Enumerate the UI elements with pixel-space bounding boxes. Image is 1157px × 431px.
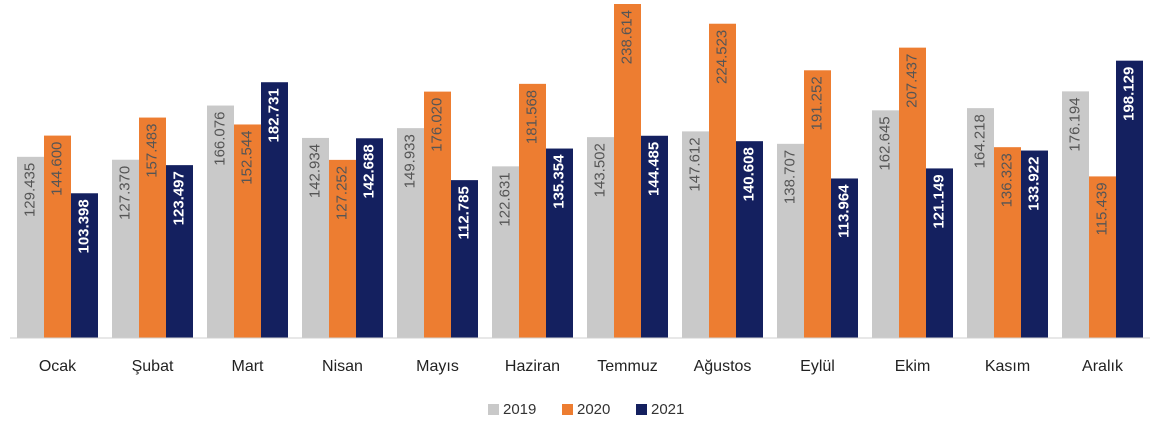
value-label: 140.608 <box>740 147 757 201</box>
value-label: 127.370 <box>116 166 133 220</box>
value-label: 112.785 <box>455 186 472 239</box>
bar <box>587 137 614 338</box>
bar <box>926 168 953 338</box>
bar <box>451 180 478 338</box>
x-tick-label: Temmuz <box>597 358 657 375</box>
x-tick-label: Şubat <box>132 358 174 375</box>
value-label: 122.631 <box>496 172 513 226</box>
bar <box>682 131 709 338</box>
bar <box>994 147 1021 338</box>
x-tick-label: Ağustos <box>694 358 752 375</box>
value-label: 191.252 <box>808 76 825 130</box>
value-label: 182.731 <box>265 88 282 142</box>
bar <box>71 193 98 338</box>
bar <box>1089 176 1116 338</box>
value-label: 123.497 <box>170 171 187 225</box>
x-tick-label: Haziran <box>505 358 560 375</box>
bar <box>777 143 804 338</box>
value-label: 224.523 <box>713 30 730 84</box>
bar <box>234 124 261 338</box>
legend-label: 2020 <box>577 401 610 418</box>
bar <box>424 91 451 338</box>
value-label: 121.149 <box>930 174 947 228</box>
value-label: 176.020 <box>428 98 445 152</box>
value-label: 129.435 <box>21 163 38 217</box>
bar <box>302 137 329 338</box>
value-label: 157.483 <box>143 124 160 178</box>
bar <box>139 117 166 338</box>
value-label: 164.218 <box>971 114 988 168</box>
bar <box>261 82 288 338</box>
bar <box>899 47 926 338</box>
bar <box>831 178 858 338</box>
bar <box>112 159 139 338</box>
value-label: 238.614 <box>618 10 635 64</box>
bar <box>736 141 763 338</box>
x-tick-label: Mart <box>232 358 265 375</box>
bar <box>1062 91 1089 338</box>
value-label: 142.934 <box>306 144 323 198</box>
value-label: 198.129 <box>1120 67 1137 121</box>
bar <box>329 159 356 338</box>
bar <box>166 165 193 338</box>
bar <box>207 105 234 338</box>
legend-swatch <box>636 404 647 415</box>
bar <box>614 4 641 338</box>
x-tick-label: Mayıs <box>416 358 459 375</box>
bar <box>872 110 899 339</box>
value-label: 143.502 <box>591 143 608 197</box>
x-tick-label: Ocak <box>39 358 77 375</box>
value-label: 127.252 <box>333 166 350 220</box>
x-tick-label: Ekim <box>895 358 931 375</box>
bar <box>356 138 383 338</box>
bar <box>397 128 424 338</box>
bar <box>804 70 831 338</box>
value-label: 136.323 <box>998 153 1015 207</box>
x-tick-label: Aralık <box>1082 358 1124 375</box>
value-label: 152.544 <box>238 130 255 184</box>
value-label: 115.439 <box>1093 182 1110 235</box>
value-label: 135.354 <box>550 154 567 209</box>
bar <box>44 135 71 338</box>
bar <box>709 23 736 339</box>
bar <box>641 135 668 338</box>
x-tick-label: Eylül <box>800 358 835 375</box>
value-label: 207.437 <box>903 54 920 108</box>
value-label: 144.485 <box>645 142 662 196</box>
bar <box>519 83 546 338</box>
bar <box>492 166 519 338</box>
x-tick-label: Nisan <box>322 358 363 375</box>
value-label: 144.600 <box>48 142 65 196</box>
bar <box>967 108 994 338</box>
value-label: 149.933 <box>401 134 418 188</box>
x-tick-label: Kasım <box>985 358 1030 375</box>
value-label: 138.707 <box>781 150 798 204</box>
legend-swatch <box>488 404 499 415</box>
value-label: 103.398 <box>75 199 92 253</box>
value-label: 113.964 <box>835 184 852 238</box>
value-label: 133.922 <box>1025 157 1042 211</box>
legend-label: 2019 <box>503 401 536 418</box>
bar <box>1116 60 1143 339</box>
value-label: 142.688 <box>360 144 377 198</box>
value-label: 147.612 <box>686 137 703 191</box>
value-label: 162.645 <box>876 116 893 170</box>
value-label: 176.194 <box>1066 97 1083 151</box>
legend-swatch <box>562 404 573 415</box>
legend-label: 2021 <box>651 401 684 418</box>
bar <box>546 148 573 338</box>
value-label: 166.076 <box>211 112 228 166</box>
bar <box>17 156 44 338</box>
bar <box>1021 150 1048 338</box>
value-label: 181.568 <box>523 90 540 144</box>
